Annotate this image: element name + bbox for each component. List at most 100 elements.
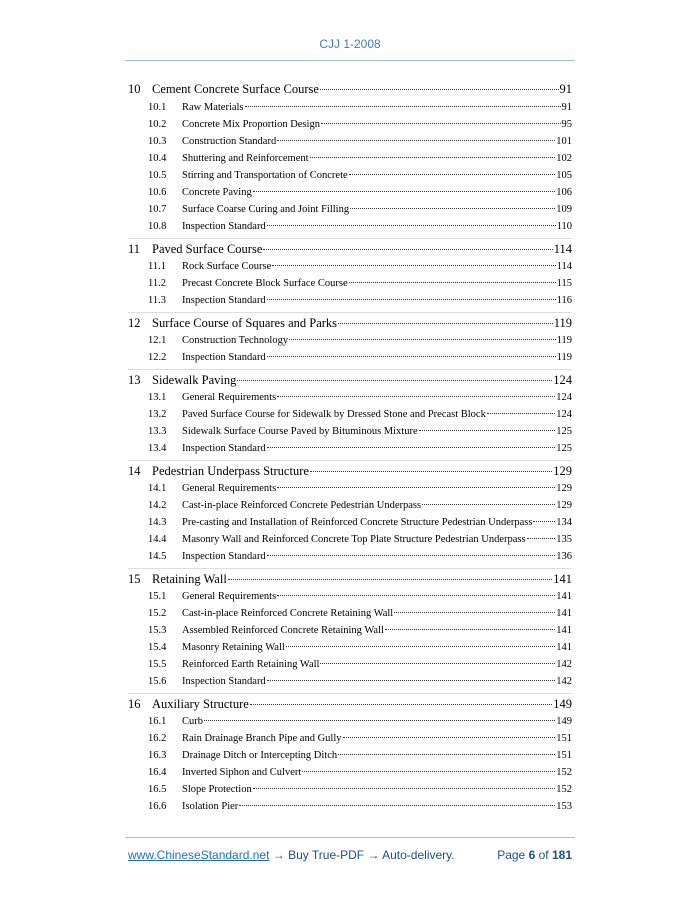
dot-leader (239, 805, 556, 806)
dot-leader (263, 249, 553, 250)
dot-leader (237, 380, 553, 381)
chapter-page: 91 (559, 82, 573, 96)
section-number: 10.1 (148, 102, 167, 113)
section-page: 106 (556, 187, 572, 198)
section-title: Concrete Mix Proportion Design (182, 119, 320, 130)
section-entry: 10.2 Concrete Mix Proportion Design 95 (128, 116, 572, 133)
dot-leader (266, 356, 556, 357)
section-page: 129 (556, 500, 572, 511)
section-number: 14.4 (148, 534, 167, 545)
section-page: 114 (556, 261, 572, 272)
dot-leader (252, 191, 556, 192)
section-number: 15.5 (148, 659, 167, 670)
section-page: 135 (556, 534, 572, 545)
dot-leader (266, 447, 556, 448)
section-page: 101 (556, 136, 572, 147)
section-number: 14.5 (148, 551, 167, 562)
chapter-page: 129 (553, 464, 572, 478)
section-title: Surface Coarse Curing and Joint Filling (182, 204, 350, 215)
section-number: 10.6 (148, 187, 167, 198)
dot-leader (266, 225, 556, 226)
section-number: 16.5 (148, 784, 167, 795)
section-title: Rock Surface Course (182, 261, 272, 272)
section-number: 15.4 (148, 642, 167, 653)
dot-leader (338, 323, 553, 324)
section-page: 141 (556, 642, 572, 653)
section-entry: 14.5 Inspection Standard 136 (128, 548, 572, 565)
section-entry: 15.1 General Requirements 141 (128, 588, 572, 605)
section-entry: 15.4 Masonry Retaining Wall 141 (128, 639, 572, 656)
section-title: Concrete Paving (182, 187, 252, 198)
dot-leader (486, 413, 556, 414)
dot-leader (319, 89, 559, 90)
table-of-contents: 10 Cement Concrete Surface Course 91 10.1 Ra… (128, 79, 572, 815)
section-page: 119 (556, 335, 572, 346)
section-title: Cast-in-place Reinforced Concrete Pedest… (182, 500, 422, 511)
dot-leader (320, 663, 556, 664)
section-entry: 10.3 Construction Standard 101 (128, 133, 572, 150)
section-title: Shuttering and Reinforcement (182, 153, 309, 164)
section-entry: 14.4 Masonry Wall and Reinforced Concrete… (128, 531, 572, 548)
section-title: Inspection Standard (182, 551, 266, 562)
dot-leader (266, 555, 556, 556)
dot-leader (249, 704, 553, 705)
dot-leader (252, 788, 556, 789)
section-number: 15.3 (148, 625, 167, 636)
section-title: Assembled Reinforced Concrete Retaining … (182, 625, 384, 636)
section-number: 10.8 (148, 221, 167, 232)
section-title: Inverted Siphon and Culvert (182, 767, 302, 778)
section-title: Inspection Standard (182, 221, 266, 232)
chapter-page: 114 (553, 242, 572, 256)
section-entry: 16.6 Isolation Pier 153 (128, 798, 572, 815)
section-page: 151 (556, 733, 572, 744)
dot-leader (289, 339, 556, 340)
section-title: Drainage Ditch or Intercepting Ditch (182, 750, 338, 761)
chapter-title: Paved Surface Course (152, 242, 263, 256)
chapter-page: 141 (553, 572, 572, 586)
of-label: of (538, 848, 549, 862)
chapter-number: 14 (128, 464, 141, 478)
section-title: Inspection Standard (182, 352, 266, 363)
section-page: 153 (556, 801, 572, 812)
dot-leader (277, 140, 556, 141)
chapter-number: 12 (128, 316, 141, 330)
section-page: 115 (556, 278, 572, 289)
chapter-title: Surface Course of Squares and Parks (152, 316, 338, 330)
section-number: 16.6 (148, 801, 167, 812)
section-page: 124 (556, 409, 572, 420)
section-title: Sidewalk Surface Course Paved by Bitumin… (182, 426, 418, 437)
section-number: 15.6 (148, 676, 167, 687)
section-entry: 10.6 Concrete Paving 106 (128, 184, 572, 201)
dot-leader (320, 123, 561, 124)
footer-text: → Buy True-PDF → Auto-delivery. (272, 848, 455, 862)
section-page: 149 (556, 716, 572, 727)
section-number: 11.1 (148, 261, 166, 272)
chapter-entry: 12 Surface Course of Squares and Parks 119 (128, 312, 572, 332)
footer-link[interactable]: www.ChineseStandard.net (128, 848, 270, 862)
dot-leader (526, 538, 556, 539)
dot-leader (277, 487, 556, 488)
section-entry: 13.2 Paved Surface Course for Sidewalk by… (128, 406, 572, 423)
dot-leader (348, 174, 556, 175)
dot-leader (533, 521, 556, 522)
section-page: 134 (556, 517, 572, 528)
chapter-entry: 11 Paved Surface Course 114 (128, 238, 572, 258)
section-title: Precast Concrete Block Surface Course (182, 278, 348, 289)
section-entry: 10.8 Inspection Standard 110 (128, 218, 572, 235)
section-page: 142 (556, 676, 572, 687)
section-number: 16.1 (148, 716, 167, 727)
page-label: Page (497, 848, 526, 862)
chapter-entry: 15 Retaining Wall 141 (128, 568, 572, 588)
section-number: 10.2 (148, 119, 167, 130)
section-number: 11.2 (148, 278, 166, 289)
section-entry: 10.7 Surface Coarse Curing and Joint Fill… (128, 201, 572, 218)
dot-leader (309, 157, 556, 158)
section-page: 142 (556, 659, 572, 670)
dot-leader (394, 612, 556, 613)
dot-leader (277, 396, 556, 397)
section-entry: 11.2 Precast Concrete Block Surface Cours… (128, 275, 572, 292)
chapter-title: Sidewalk Paving (152, 373, 237, 387)
section-title: Pre-casting and Installation of Reinforc… (182, 517, 533, 528)
